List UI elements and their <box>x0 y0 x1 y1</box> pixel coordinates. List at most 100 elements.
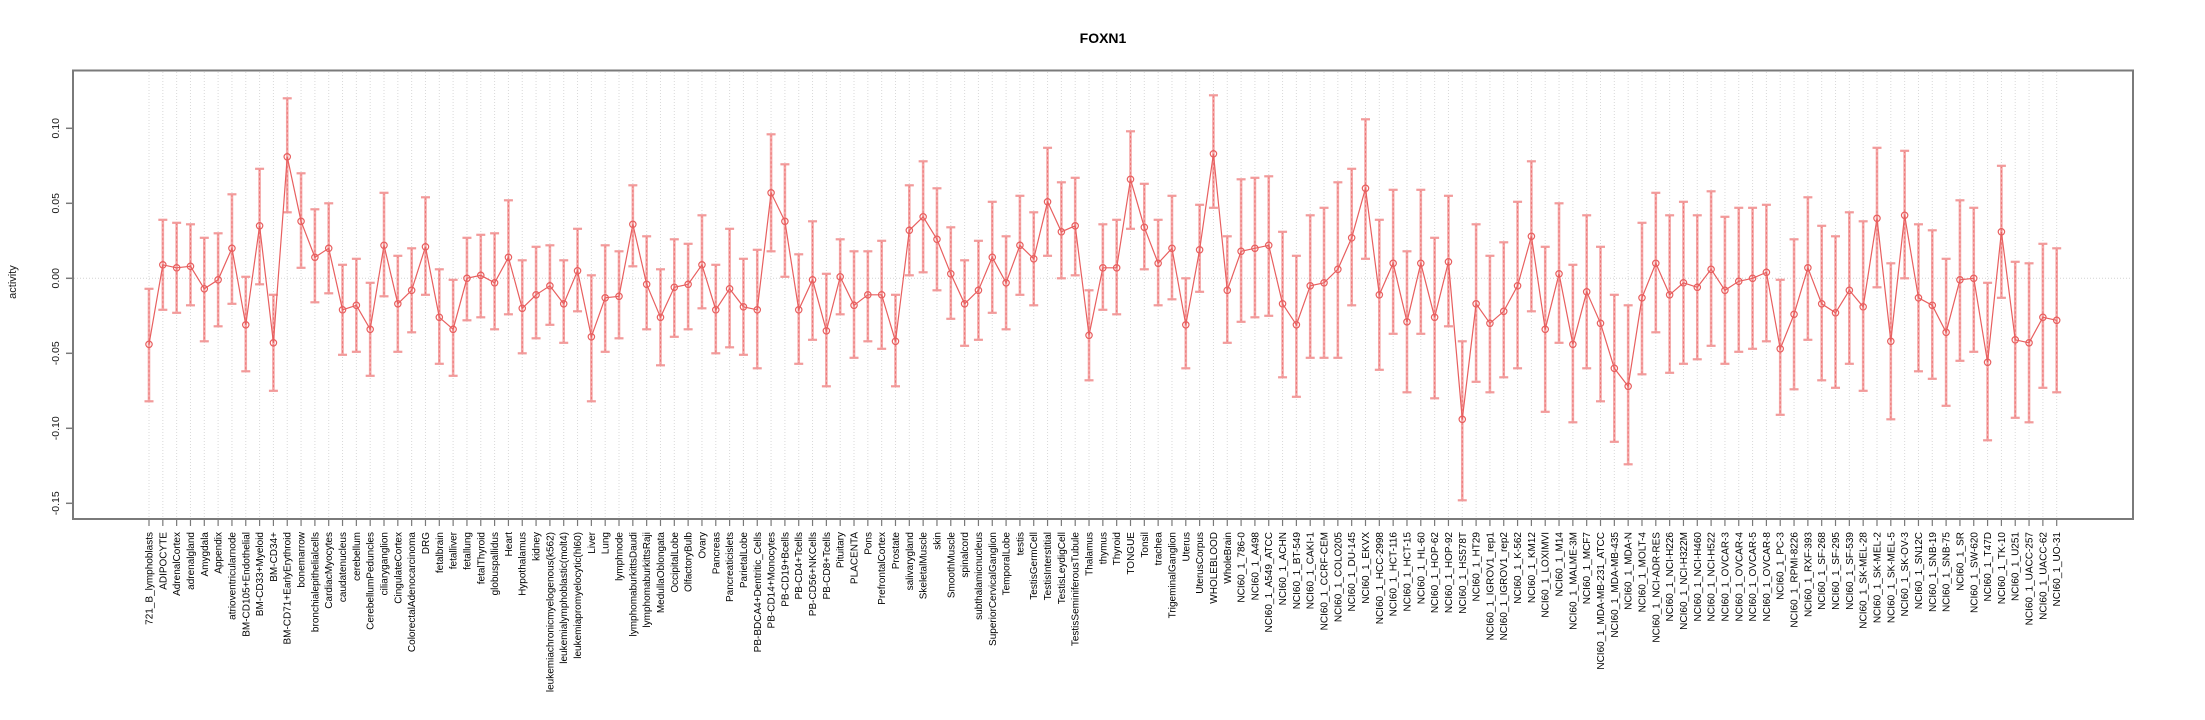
x-tick-label: NCI60_1_HT29 <box>1472 532 1483 602</box>
data-point <box>836 272 844 281</box>
data-point <box>1264 241 1273 250</box>
data-point <box>2025 338 2033 347</box>
x-tick-label: NCI60_1_NCI-ADR-RES <box>1651 532 1662 643</box>
x-tick-label: salivarygland <box>905 532 916 590</box>
data-point <box>1444 257 1453 266</box>
x-tick-label: lymphomaburkittsRaji <box>642 532 653 628</box>
data-point <box>463 274 471 283</box>
data-point <box>1776 344 1785 353</box>
data-point <box>725 284 734 293</box>
data-point <box>1610 364 1619 373</box>
x-tick-label: SkeletalMuscle <box>919 532 930 600</box>
data-point <box>2011 335 2020 344</box>
x-tick-label: NCI60_1_SK-MEL-28 <box>1859 532 1870 629</box>
y-axis: 0.10 0.05 0.00 -0.05 -0.10 -0.15 <box>50 118 73 515</box>
x-tick-label: Ovary <box>697 532 708 559</box>
data-point <box>822 326 831 335</box>
x-tick-label: Prostate <box>891 532 902 570</box>
y-tick-label: -0.10 <box>50 416 62 440</box>
x-tick-label: NCI60_1_HCT-15 <box>1402 532 1413 612</box>
data-point <box>1181 320 1190 329</box>
x-tick-label: NCI60_1_HOP-92 <box>1444 532 1455 614</box>
x-tick-label: NCI60_1_M14 <box>1555 532 1566 597</box>
data-point <box>1375 290 1384 299</box>
data-point <box>1956 275 1964 284</box>
x-tick-label: NCI60_1_KM12 <box>1527 532 1538 604</box>
x-tick-label: Liver <box>587 531 598 553</box>
x-tick-label: Lung <box>601 532 612 554</box>
data-point <box>794 305 803 314</box>
x-tick-label: TONGUE <box>1126 532 1137 575</box>
data-point <box>1168 244 1176 253</box>
data-point <box>338 305 347 314</box>
x-tick-label: Heart <box>504 532 515 557</box>
data-point <box>1928 301 1937 310</box>
data-point <box>1652 259 1660 268</box>
x-tick-label: lymphomaburkittsDaudi <box>628 532 639 637</box>
data-point <box>1845 286 1854 295</box>
data-point <box>587 332 596 341</box>
x-tick-label: NCI60_1_SF-539 <box>1845 532 1856 610</box>
x-tick-label: testis <box>1015 532 1026 555</box>
data-point <box>1569 340 1577 349</box>
x-tick-label: NCI60_1_CCRF-CEM <box>1320 532 1331 630</box>
data-point <box>1361 184 1370 193</box>
x-tick-label: NCI60_1_MOLT-4 <box>1637 532 1648 613</box>
data-point <box>1582 287 1591 296</box>
data-point <box>711 305 720 314</box>
x-tick-label: ciliaryganglion <box>380 532 391 595</box>
data-point <box>241 320 250 329</box>
data-point <box>1707 265 1715 274</box>
data-point <box>1430 313 1439 322</box>
data-point <box>352 301 361 310</box>
data-point <box>974 286 983 295</box>
data-point <box>1237 247 1245 256</box>
data-point <box>435 313 444 322</box>
data-point <box>808 275 817 284</box>
x-tick-label: PB-BDCA4+Dentritic_Cells <box>753 532 764 652</box>
data-point <box>1804 263 1812 272</box>
x-tick-label: bronchialepithelialcells <box>310 532 321 632</box>
data-point <box>1251 244 1259 253</box>
data-point <box>1209 150 1218 158</box>
data-point <box>767 189 775 197</box>
x-tick-label: NCI60_1_DU-145 <box>1347 532 1358 612</box>
x-tick-label: fetalliver <box>449 531 460 569</box>
data-point <box>1002 278 1010 287</box>
x-tick-label: NCI60_1_SN12C <box>1914 532 1925 609</box>
x-tick-label: globuspallidus <box>490 532 501 595</box>
data-point <box>1693 283 1702 292</box>
data-point <box>1679 278 1688 287</box>
x-tick-label: subthalamicnucleus <box>974 532 985 620</box>
x-tick-label: skin <box>932 532 943 550</box>
x-tick-label: NCI60_1_U251 <box>2011 532 2022 601</box>
data-point <box>1278 299 1287 308</box>
x-tick-label: AdrenalCortex <box>172 532 183 596</box>
x-tick-label: NCI60_1_T47D <box>1983 532 1994 601</box>
x-tick-label: SmoothMuscle <box>946 532 957 599</box>
data-point <box>324 244 333 253</box>
chart-title: FOXN1 <box>1079 30 1127 46</box>
data-point <box>1721 286 1729 295</box>
data-point <box>504 253 513 262</box>
data-point <box>1887 337 1895 346</box>
data-point <box>670 283 679 292</box>
data-point <box>1555 269 1563 278</box>
data-point <box>1790 310 1798 319</box>
data-point <box>1527 232 1536 241</box>
data-point <box>1099 263 1107 272</box>
x-tick-label: NCI60_1_RPMI-8226 <box>1790 532 1801 628</box>
data-point <box>1873 214 1881 223</box>
data-point <box>1748 274 1757 283</box>
data-point <box>1969 274 1978 283</box>
data-point <box>629 220 637 229</box>
x-tick-label: NCI60_1_A549_ATCC <box>1264 532 1275 632</box>
data-point <box>1859 302 1867 311</box>
data-point <box>1126 175 1135 184</box>
x-tick-label: NCI60_1_OVCAR-5 <box>1748 532 1759 622</box>
x-tick-label: BM-CD71+EarlyErythroid <box>283 532 294 645</box>
data-point <box>490 278 499 287</box>
x-tick-label: leukemiachronicmyelogenous(k562) <box>545 532 556 692</box>
